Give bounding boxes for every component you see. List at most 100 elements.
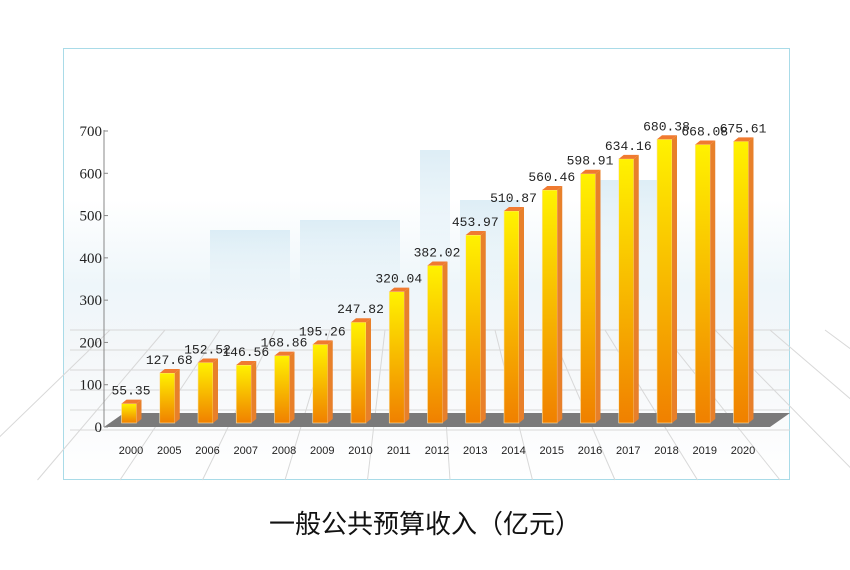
bar-top <box>618 154 639 159</box>
bar-side <box>480 231 486 423</box>
x-tick-label: 2008 <box>272 445 296 457</box>
x-tick-label: 2011 <box>387 445 411 457</box>
bar-side <box>557 186 563 423</box>
bar-side <box>710 140 716 423</box>
data-label: 382.02 <box>414 245 461 260</box>
bar-side <box>442 261 448 423</box>
x-tick-label: 2020 <box>731 445 755 457</box>
x-tick-label: 2014 <box>501 445 525 457</box>
bar-side <box>136 399 142 423</box>
data-label: 634.16 <box>605 139 652 154</box>
grid-line <box>37 329 166 481</box>
x-tick-label: 2009 <box>310 445 334 457</box>
bar-side <box>213 358 218 423</box>
grid-line <box>659 329 781 481</box>
x-tick-label: 2013 <box>463 445 487 457</box>
x-tick-label: 2000 <box>119 445 143 457</box>
data-label: 195.26 <box>299 324 346 339</box>
bar-top <box>695 140 716 145</box>
bar <box>541 189 558 424</box>
bar-side <box>174 369 180 423</box>
bar-side <box>519 206 524 423</box>
chart-title: 一般公共预算收入（亿元） <box>268 510 581 540</box>
x-tick-label: 2007 <box>234 445 258 457</box>
y-tick-label: 0 <box>95 420 103 436</box>
data-label: 675.61 <box>720 121 767 136</box>
bar-side <box>327 340 333 423</box>
data-label: 510.87 <box>490 191 537 206</box>
bar-top <box>427 261 448 266</box>
x-tick-label: 2015 <box>540 445 564 457</box>
y-tick-label: 500 <box>80 209 103 225</box>
grid-line <box>0 329 111 438</box>
y-tick-label: 300 <box>80 293 103 309</box>
bar-top <box>504 206 524 211</box>
bar <box>656 138 673 424</box>
data-label: 598.91 <box>567 154 614 169</box>
bar-top <box>389 287 410 292</box>
bar-top <box>312 340 333 345</box>
data-label: 168.86 <box>261 336 308 351</box>
data-label: 152.52 <box>184 343 231 358</box>
bar <box>733 141 749 424</box>
bar-top <box>542 186 563 191</box>
bar <box>121 403 137 424</box>
data-label: 127.68 <box>146 353 193 368</box>
bar-top <box>274 351 295 356</box>
y-tick-label: 100 <box>80 378 103 394</box>
bar-top <box>580 169 601 174</box>
bar <box>274 355 290 424</box>
y-tick-label: 200 <box>80 335 103 351</box>
bar <box>312 344 329 424</box>
y-tick-label: 700 <box>80 124 103 140</box>
data-label: 453.97 <box>452 215 499 230</box>
bar <box>350 321 367 424</box>
data-label: 146.56 <box>222 345 269 360</box>
x-tick-label: 2006 <box>195 445 219 457</box>
data-label: 55.35 <box>111 384 150 399</box>
bar-side <box>672 135 677 424</box>
y-tick-label: 400 <box>80 251 103 267</box>
data-label: 680.38 <box>643 119 690 134</box>
bar <box>427 265 443 424</box>
bar-side <box>633 154 639 423</box>
bar <box>694 144 711 424</box>
grid-line <box>769 329 850 400</box>
x-tick-label: 2005 <box>157 445 181 457</box>
bar <box>388 291 405 424</box>
bar-side <box>595 169 601 423</box>
bar-chart: 0 100 200 300 400 500 600 700 55.35 127.68152.52… <box>0 119 850 481</box>
bar-top <box>733 137 754 142</box>
bar-side <box>289 351 295 423</box>
bar <box>503 210 520 424</box>
data-label: 560.46 <box>528 170 575 185</box>
bar-side <box>251 361 257 423</box>
bar-top <box>159 369 180 374</box>
bar-side <box>366 318 371 423</box>
bar <box>618 158 635 424</box>
bar <box>197 362 214 424</box>
bar-top <box>351 318 371 323</box>
x-tick-label: 2018 <box>654 445 678 457</box>
x-tick-label: 2010 <box>348 445 372 457</box>
grid-line <box>824 329 850 350</box>
bar <box>580 173 596 424</box>
bar-top <box>236 361 257 366</box>
grid-line <box>367 329 386 481</box>
y-tick-label: 600 <box>80 166 103 182</box>
bar <box>159 372 176 424</box>
x-tick-label: 2016 <box>578 445 602 457</box>
x-tick-label: 2017 <box>616 445 640 457</box>
bar-top <box>198 358 218 363</box>
x-tick-label: 2012 <box>425 445 449 457</box>
bar-top <box>657 135 677 140</box>
data-label: 668.08 <box>681 124 728 139</box>
bar-side <box>404 287 410 423</box>
bar <box>235 364 252 424</box>
bar-top <box>121 399 142 404</box>
data-label: 247.82 <box>337 302 384 317</box>
bar-side <box>748 137 754 424</box>
data-label: 320.04 <box>375 272 422 287</box>
bar <box>465 234 482 424</box>
x-tick-label: 2019 <box>693 445 717 457</box>
